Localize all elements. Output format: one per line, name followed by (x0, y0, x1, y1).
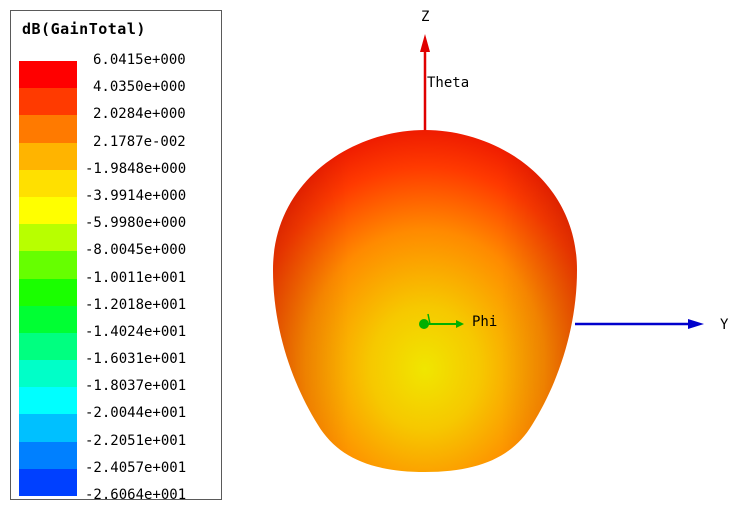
legend-row: 4.0350e+000 (19, 79, 219, 116)
legend-swatch (19, 142, 77, 170)
legend-row: -3.9914e+000 (19, 188, 219, 225)
legend-swatch (19, 115, 77, 143)
legend-swatch (19, 360, 77, 388)
legend-swatch (19, 441, 77, 469)
legend-min-label: -2.6064e+001 (85, 487, 187, 504)
legend-swatch (19, 88, 77, 116)
legend-row: -5.9980e+000 (19, 215, 219, 252)
legend-tick-label: -1.8037e+001 (85, 378, 187, 395)
phi-axis-arrow (456, 320, 464, 328)
legend-row: -1.8037e+001 (19, 378, 219, 415)
y-axis-arrow (688, 319, 704, 329)
legend-row: -8.0045e+000 (19, 242, 219, 279)
legend-tick-label: 4.0350e+000 (93, 79, 186, 96)
legend-row: -1.0011e+001 (19, 270, 219, 306)
legend-title: dB(GainTotal) (22, 20, 146, 38)
theta-label: Theta (427, 75, 469, 91)
legend-tick-label: 6.0415e+000 (93, 52, 186, 68)
legend-row: 6.0415e+000 (19, 52, 219, 89)
origin-marker (419, 319, 429, 329)
legend-swatch (19, 414, 77, 442)
phi-label: Phi (472, 314, 497, 330)
legend-row: -1.4024e+001 (19, 324, 219, 361)
legend-swatch (19, 251, 77, 279)
legend-tick-label: -3.9914e+000 (85, 187, 187, 204)
legend-tick-label: -1.6031e+001 (85, 351, 187, 368)
legend-swatch (19, 61, 77, 89)
legend-tick-label: -2.4057e+001 (85, 459, 187, 476)
z-axis-label: Z (421, 9, 429, 25)
legend-swatch (19, 169, 77, 197)
legend-swatch (19, 468, 77, 496)
legend-rows: 6.0415e+000 4.0350e+000 2.0284e+000 2.1787e… (19, 52, 219, 496)
x-axis-stub (427, 313, 431, 325)
legend-tick-label: -1.0011e+001 (85, 269, 187, 286)
legend-tick-label: -1.9848e+000 (85, 160, 187, 177)
legend-tick-label: 2.1787e-002 (93, 133, 186, 150)
color-legend: dB(GainTotal) 6.0415e+000 4.0350e+000 2.02… (10, 10, 222, 504)
z-axis-arrow (420, 34, 430, 52)
legend-row: -1.9848e+000 (19, 161, 219, 197)
y-axis-label: Y (720, 317, 729, 333)
legend-tick-label: -2.2051e+001 (85, 432, 187, 449)
legend-tick-label: -5.9980e+000 (85, 215, 187, 232)
legend-swatch (19, 196, 77, 225)
legend-tick-label: 2.0284e+000 (93, 106, 186, 123)
legend-row: -1.2018e+001 (19, 297, 219, 333)
legend-row: 2.1787e-002 (19, 134, 219, 170)
legend-tick-label: -8.0045e+000 (85, 242, 187, 259)
legend-swatch (19, 387, 77, 415)
legend-swatch (19, 332, 77, 361)
legend-swatch (19, 278, 77, 306)
legend-row: 2.0284e+000 (19, 106, 219, 143)
legend-swatch (19, 305, 77, 333)
legend-row: -2.4057e+001 (19, 460, 219, 496)
legend-row: -1.6031e+001 (19, 351, 219, 388)
radiation-pattern-plot: Z Theta Y Phi (273, 9, 729, 472)
legend-tick-label: -2.0044e+001 (85, 405, 187, 422)
gain-lobe-shading (273, 130, 577, 472)
legend-row: -2.2051e+001 (19, 433, 219, 469)
legend-tick-label: -1.2018e+001 (85, 296, 187, 313)
legend-row: -2.0044e+001 (19, 405, 219, 442)
legend-tick-label: -1.4024e+001 (85, 323, 187, 340)
legend-swatch (19, 224, 77, 252)
